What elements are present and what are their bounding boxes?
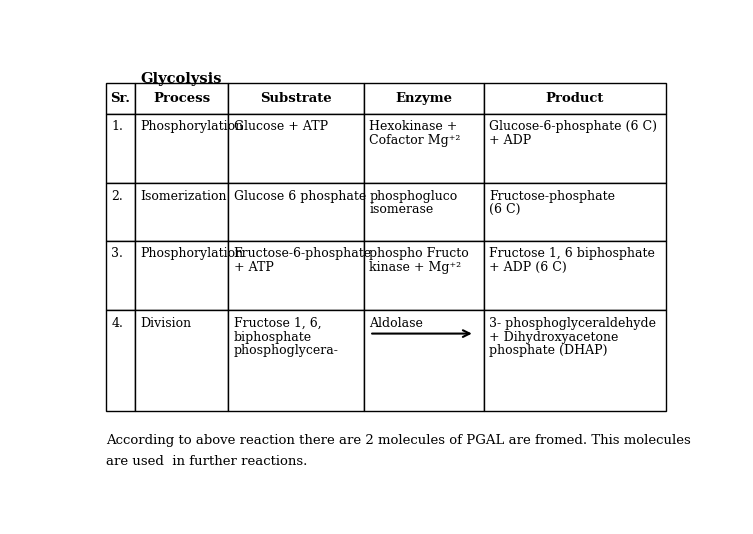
Bar: [228, 184, 364, 241]
Text: 3- phosphoglyceraldehyde: 3- phosphoglyceraldehyde: [489, 317, 657, 329]
Bar: [364, 83, 484, 114]
Bar: [136, 184, 228, 241]
Text: Sr.: Sr.: [111, 92, 130, 105]
Bar: [228, 114, 364, 184]
Text: Glucose 6 phosphate: Glucose 6 phosphate: [233, 190, 366, 202]
Text: Phosphorylation: Phosphorylation: [141, 247, 244, 261]
Bar: [484, 114, 666, 184]
Text: 4.: 4.: [111, 317, 123, 329]
Text: Glucose-6-phosphate (6 C): Glucose-6-phosphate (6 C): [489, 120, 657, 134]
Text: Phosphorylation: Phosphorylation: [141, 120, 244, 134]
Bar: [228, 310, 364, 411]
Bar: [364, 184, 484, 241]
Text: According to above reaction there are 2 molecules of PGAL are fromed. This molec: According to above reaction there are 2 …: [105, 434, 691, 446]
Text: Fructose 1, 6 biphosphate: Fructose 1, 6 biphosphate: [489, 247, 655, 261]
Text: Fructose-phosphate: Fructose-phosphate: [489, 190, 615, 202]
Bar: [364, 310, 484, 411]
Bar: [105, 241, 136, 310]
Text: Hexokinase +: Hexokinase +: [369, 120, 458, 134]
Bar: [136, 310, 228, 411]
Bar: [484, 184, 666, 241]
Bar: [484, 83, 666, 114]
Bar: [364, 241, 484, 310]
Bar: [105, 184, 136, 241]
Text: phospho Fructo: phospho Fructo: [369, 247, 469, 261]
Bar: [105, 310, 136, 411]
Bar: [228, 241, 364, 310]
Text: Substrate: Substrate: [261, 92, 332, 105]
Text: Division: Division: [141, 317, 192, 329]
Text: + ADP: + ADP: [489, 134, 532, 147]
Bar: [228, 83, 364, 114]
Text: 1.: 1.: [111, 120, 123, 134]
Text: phosphogluco: phosphogluco: [369, 190, 458, 202]
Text: isomerase: isomerase: [369, 203, 434, 216]
Text: 2.: 2.: [111, 190, 123, 202]
Text: + ADP (6 C): + ADP (6 C): [489, 261, 567, 274]
Text: + ATP: + ATP: [233, 261, 273, 274]
Bar: [364, 114, 484, 184]
Text: Product: Product: [546, 92, 604, 105]
Bar: [484, 241, 666, 310]
Bar: [105, 83, 136, 114]
Text: (6 C): (6 C): [489, 203, 521, 216]
Bar: [136, 114, 228, 184]
Text: biphosphate: biphosphate: [233, 331, 312, 343]
Text: Cofactor Mg⁺²: Cofactor Mg⁺²: [369, 134, 461, 147]
Bar: [105, 114, 136, 184]
Text: Enzyme: Enzyme: [395, 92, 453, 105]
Text: + Dihydroxyacetone: + Dihydroxyacetone: [489, 331, 619, 343]
Text: Fructose-6-phosphate: Fructose-6-phosphate: [233, 247, 372, 261]
Text: Process: Process: [153, 92, 210, 105]
Bar: [136, 241, 228, 310]
Bar: [136, 83, 228, 114]
Text: Aldolase: Aldolase: [369, 317, 423, 329]
Text: phosphate (DHAP): phosphate (DHAP): [489, 344, 608, 357]
Text: are used  in further reactions.: are used in further reactions.: [105, 456, 307, 468]
Text: 3.: 3.: [111, 247, 123, 261]
Text: Fructose 1, 6,: Fructose 1, 6,: [233, 317, 322, 329]
Text: kinase + Mg⁺²: kinase + Mg⁺²: [369, 261, 462, 274]
Text: Isomerization: Isomerization: [141, 190, 227, 202]
Text: Glycolysis: Glycolysis: [141, 72, 222, 86]
Text: phosphoglycera-: phosphoglycera-: [233, 344, 339, 357]
Bar: [484, 310, 666, 411]
Text: Glucose + ATP: Glucose + ATP: [233, 120, 328, 134]
